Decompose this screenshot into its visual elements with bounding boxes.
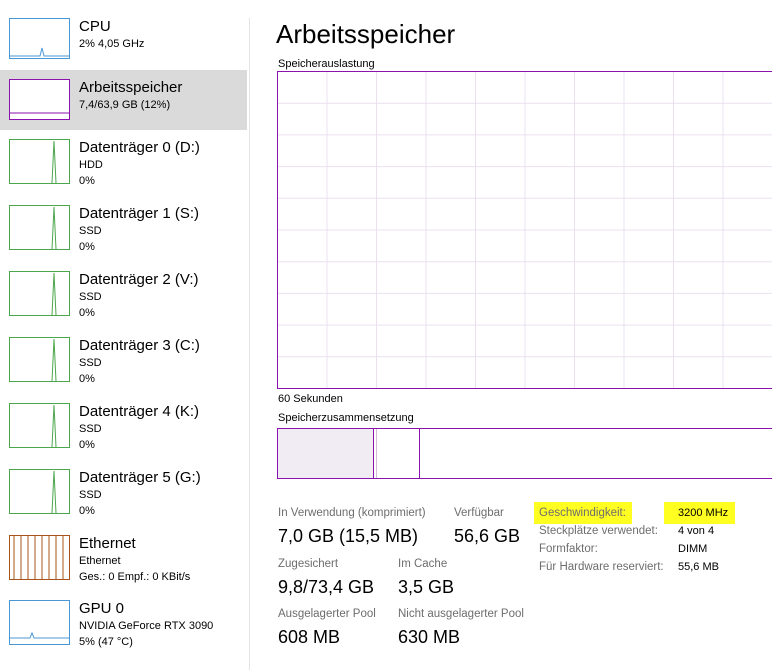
stat-value: 3,5 GB: [398, 577, 454, 597]
graph-time: 60 Sekunden: [278, 393, 343, 405]
item-name: Arbeitsspeicher: [79, 79, 182, 96]
item-name: Ethernet: [79, 535, 137, 552]
item-name: Datenträger 3 (C:): [79, 337, 200, 354]
thumbnail: [9, 469, 70, 514]
item-detail: 0%: [79, 175, 95, 187]
thumbnail: [9, 403, 70, 448]
item-detail: 0%: [79, 241, 95, 253]
item-name: Datenträger 4 (K:): [79, 403, 199, 420]
item-detail: Ethernet: [79, 555, 121, 567]
thumbnail-trace: [51, 140, 57, 184]
item-detail: SSD: [79, 291, 102, 303]
item-detail: 0%: [79, 373, 95, 385]
thumbnail: [9, 271, 70, 316]
thumbnail: [9, 600, 70, 645]
item-detail: 2% 4,05 GHz: [79, 38, 144, 50]
thumbnail-trace: [51, 206, 57, 250]
title: Arbeitsspeicher: [276, 19, 456, 49]
stat-value: 630 MB: [398, 627, 460, 647]
detail-value: 3200 MHz: [678, 507, 728, 519]
stat-label: Ausgelagerter Pool: [278, 608, 376, 620]
detail-value: DIMM: [678, 543, 707, 555]
thumbnail: [9, 205, 70, 250]
detail-value: 55,6 MB: [678, 561, 719, 573]
composition-label: Speicherzusammensetzung: [278, 412, 414, 424]
highlight: [664, 502, 735, 524]
item-detail: SSD: [79, 357, 102, 369]
thumbnail-trace: [10, 631, 69, 639]
detail-label: Für Hardware reserviert:: [539, 561, 664, 573]
stat-label: Verfügbar: [454, 507, 504, 519]
thumbnail-trace: [51, 272, 57, 316]
item-detail: SSD: [79, 489, 102, 501]
item-detail: 0%: [79, 439, 95, 451]
item-name: Datenträger 1 (S:): [79, 205, 199, 222]
detail-label: Steckplätze verwendet:: [539, 525, 658, 537]
detail-label: Formfaktor:: [539, 543, 598, 555]
usage-graph: [277, 71, 772, 389]
stat-value: 608 MB: [278, 627, 340, 647]
detail-value: 4 von 4: [678, 525, 714, 537]
item-detail: 0%: [79, 307, 95, 319]
item-detail: 5% (47 °C): [79, 636, 133, 648]
item-detail: Ges.: 0 Empf.: 0 KBit/s: [79, 571, 191, 583]
composition-bar: [277, 428, 772, 479]
thumbnail-trace: [51, 470, 57, 514]
thumbnail: [9, 337, 70, 382]
item-detail: HDD: [79, 159, 103, 171]
item-name: CPU: [79, 18, 111, 35]
thumbnail: [9, 535, 70, 580]
item-detail: 0%: [79, 505, 95, 517]
item-detail: NVIDIA GeForce RTX 3090: [79, 620, 213, 632]
stat-label: In Verwendung (komprimiert): [278, 507, 426, 519]
stat-value: 9,8/73,4 GB: [278, 577, 374, 597]
detail-label: Geschwindigkeit:: [539, 507, 626, 519]
stat-value: 56,6 GB: [454, 526, 520, 546]
graph-label: Speicherauslastung: [278, 58, 375, 70]
stat-label: Nicht ausgelagerter Pool: [398, 608, 524, 620]
stat-label: Zugesichert: [278, 558, 339, 570]
thumbnail-trace: [51, 338, 57, 382]
item-detail: SSD: [79, 423, 102, 435]
item-name: Datenträger 0 (D:): [79, 139, 200, 156]
thumbnail-trace: [10, 47, 69, 57]
stat-value: 7,0 GB (15,5 MB): [278, 526, 418, 546]
in-use-segment: [278, 428, 373, 478]
thumbnail: [9, 18, 70, 59]
thumbnail: [9, 139, 70, 184]
highlight: [534, 502, 632, 524]
item-name: Datenträger 5 (G:): [79, 469, 201, 486]
thumbnail-trace: [51, 404, 57, 448]
item-name: Datenträger 2 (V:): [79, 271, 199, 288]
item-detail: SSD: [79, 225, 102, 237]
stat-label: Im Cache: [398, 558, 447, 570]
item-name: GPU 0: [79, 600, 124, 617]
item-detail: 7,4/63,9 GB (12%): [79, 99, 170, 111]
